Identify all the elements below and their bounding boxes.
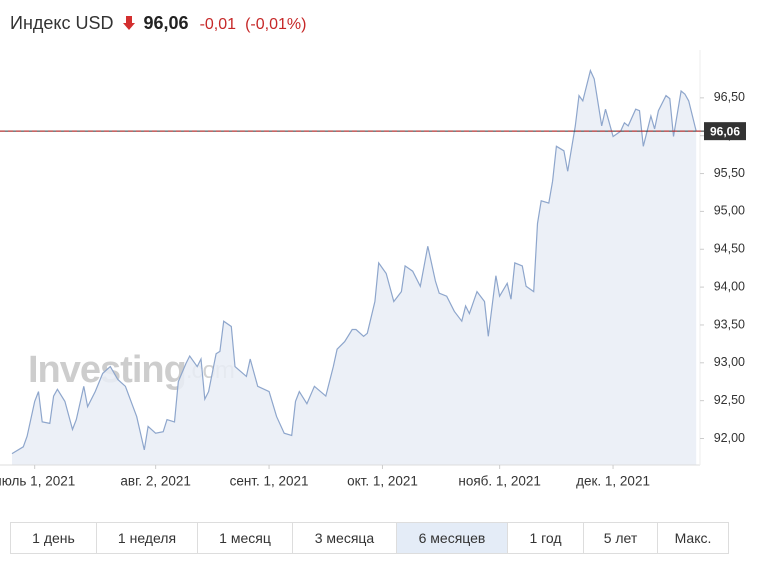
x-tick-label: дек. 1, 2021 xyxy=(576,474,650,489)
period-selector: 1 день 1 неделя 1 месяц 3 месяца 6 месяцев 1 … xyxy=(10,522,729,554)
down-arrow xyxy=(122,16,135,30)
y-tick-label: 95,50 xyxy=(714,166,745,180)
period-button[interactable]: 3 месяца xyxy=(293,523,397,553)
x-tick-label: нояб. 1, 2021 xyxy=(458,474,541,489)
chart: Investing.com92,0092,5093,0093,5094,0094… xyxy=(0,50,746,489)
y-tick-label: 95,00 xyxy=(714,204,745,218)
period-button[interactable]: 1 месяц xyxy=(198,523,293,553)
title: Индекс USD xyxy=(10,13,114,33)
price-tag xyxy=(704,122,746,141)
price-line xyxy=(11,68,697,455)
y-tick-label: 94,00 xyxy=(714,279,745,293)
y-tick-label: 92,00 xyxy=(714,431,745,445)
y-tick-label: 96,50 xyxy=(714,90,745,104)
y-tick-label: 93,00 xyxy=(714,355,745,369)
change-pct: (-0,01%) xyxy=(245,16,307,33)
area-fill xyxy=(12,70,697,465)
price: 96,06 xyxy=(143,13,189,33)
header: Индекс USD 96,06 -0,01 (-0,01%) xyxy=(10,13,306,34)
y-tick-label: 93,50 xyxy=(714,317,745,331)
x-tick-label: авг. 2, 2021 xyxy=(120,474,191,489)
period-button[interactable]: 1 год xyxy=(508,523,584,553)
period-button[interactable]: 1 день xyxy=(11,523,97,553)
period-button[interactable]: Макс. xyxy=(674,530,712,546)
y-tick-label: 92,50 xyxy=(714,393,745,407)
x-tick-label: сент. 1, 2021 xyxy=(230,474,309,489)
x-tick-label: июль 1, 2021 xyxy=(0,474,75,489)
period-button[interactable]: 6 месяцев xyxy=(397,523,508,553)
period-button[interactable]: 5 лет xyxy=(584,523,658,553)
period-button[interactable]: 1 неделя xyxy=(97,523,198,553)
x-tick-label: окт. 1, 2021 xyxy=(347,474,418,489)
price-tag-label: 96,06 xyxy=(710,124,740,138)
y-tick-label: 94,50 xyxy=(714,242,745,256)
change: -0,01 xyxy=(199,16,237,33)
